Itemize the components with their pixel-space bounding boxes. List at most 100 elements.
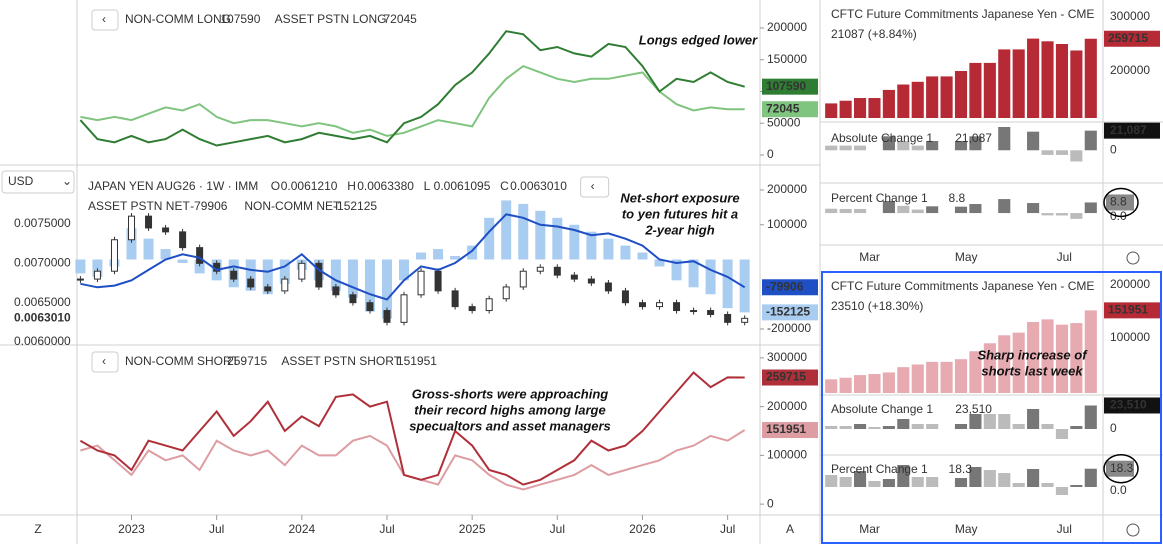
legend-value: -79906	[190, 199, 228, 213]
y-tick-label: 300000	[767, 350, 807, 364]
cot-bar	[897, 367, 910, 393]
price-tag	[762, 279, 818, 296]
cot-bar	[1012, 49, 1025, 118]
month-label: May	[955, 250, 978, 264]
net-bar	[194, 259, 205, 274]
candle-body	[400, 294, 408, 323]
change-bar	[1012, 483, 1025, 487]
y-tick-label: 200000	[1110, 63, 1150, 77]
net-bar	[75, 259, 86, 274]
value-tag	[1104, 122, 1160, 139]
change-bar	[1027, 409, 1040, 429]
cot-bar	[1055, 324, 1069, 393]
change-bar	[911, 209, 924, 214]
change-label: Percent Change 1	[831, 462, 928, 476]
y-tick-label: 0	[1110, 142, 1117, 156]
net-bar	[671, 259, 682, 281]
change-bar	[998, 127, 1011, 151]
cot-change: 21087 (+8.84%)	[831, 27, 917, 41]
net-bar	[245, 259, 256, 291]
y-tick-label: 0.0	[1110, 483, 1127, 497]
x-tick-label: Jul	[550, 522, 565, 536]
month-label: Jul	[1057, 250, 1072, 264]
value-tag	[1106, 194, 1134, 211]
price-tag-label: 72045	[766, 101, 800, 115]
change-value: 18.3	[949, 462, 973, 476]
net-bar	[654, 259, 665, 267]
price-tag-label: 259715	[766, 370, 806, 384]
candle-body	[76, 278, 84, 281]
series-line	[79, 30, 745, 147]
net-bar	[160, 249, 171, 260]
value-tag-label: 8.8	[1110, 195, 1127, 209]
change-bar	[954, 140, 968, 151]
legend-name: ASSET PSTN NET	[88, 199, 190, 213]
cot-bar	[882, 372, 895, 393]
candle-body	[621, 290, 629, 304]
change-bar	[825, 208, 838, 214]
cot-bar	[940, 361, 953, 393]
candle-body	[332, 286, 340, 296]
change-bar	[998, 414, 1011, 429]
change-bar	[1012, 424, 1025, 429]
candle-body	[383, 310, 391, 323]
cot-bar	[940, 76, 953, 118]
change-bar	[911, 424, 924, 429]
candle-body	[247, 278, 255, 288]
cot-bar	[1041, 319, 1054, 393]
change-bar	[853, 424, 867, 429]
cot-bar	[1041, 41, 1054, 118]
net-bar	[722, 259, 733, 309]
collapse-button[interactable]	[580, 176, 610, 198]
candle-body	[553, 266, 561, 276]
net-bar	[535, 210, 546, 260]
cot-bar	[926, 76, 939, 118]
change-bar	[954, 206, 968, 214]
change-bar	[1027, 469, 1040, 487]
change-bar	[882, 479, 895, 487]
settings-icon[interactable]	[1126, 251, 1140, 265]
candle-body	[451, 290, 459, 308]
net-bar	[330, 259, 341, 291]
y-tick-label: 100000	[767, 448, 807, 462]
collapse-icon: ‹	[102, 12, 106, 26]
cot-bar	[825, 103, 838, 118]
change-bar	[839, 145, 852, 151]
change-bar	[983, 470, 996, 487]
value-tag-label: 21,087	[1110, 123, 1147, 137]
month-label: Mar	[859, 250, 880, 264]
change-bar	[1070, 485, 1083, 487]
price-tag-label: 107590	[766, 79, 806, 93]
annotation: Longs edged lower	[639, 32, 758, 47]
caret: ⌄	[62, 174, 72, 188]
y-tick-label: 100000	[1110, 330, 1150, 344]
y-tick-label: 0	[1110, 421, 1117, 435]
candle-body	[519, 270, 527, 288]
cot-bar	[1027, 322, 1040, 393]
candle-body	[162, 227, 170, 233]
annotation: Sharp increase of	[977, 347, 1088, 362]
net-bar	[450, 256, 461, 260]
cot-bar	[853, 98, 867, 118]
candle-body	[741, 317, 749, 323]
change-bar	[897, 465, 910, 487]
annotation: to yen futures hit a	[622, 206, 738, 221]
change-bar	[1041, 150, 1054, 155]
price-tag	[762, 101, 818, 118]
y-tick-label: 200000	[1110, 277, 1150, 291]
legend-value: 151951	[397, 354, 437, 368]
collapse-icon: ‹	[102, 354, 106, 368]
y-tick-label: 300000	[1110, 9, 1150, 23]
y-tick-label: 200000	[767, 399, 807, 413]
net-bar	[637, 252, 648, 260]
change-value: 21,087	[955, 131, 992, 145]
settings-icon[interactable]	[1126, 523, 1140, 537]
collapse-button[interactable]	[91, 351, 119, 373]
cot-bar	[1070, 323, 1083, 393]
collapse-button[interactable]	[91, 9, 119, 31]
y-tick-label: 50000	[767, 115, 801, 129]
candle-body	[724, 313, 732, 323]
change-bar	[882, 136, 895, 151]
net-bar	[92, 259, 103, 277]
currency-select[interactable]	[1, 170, 75, 194]
